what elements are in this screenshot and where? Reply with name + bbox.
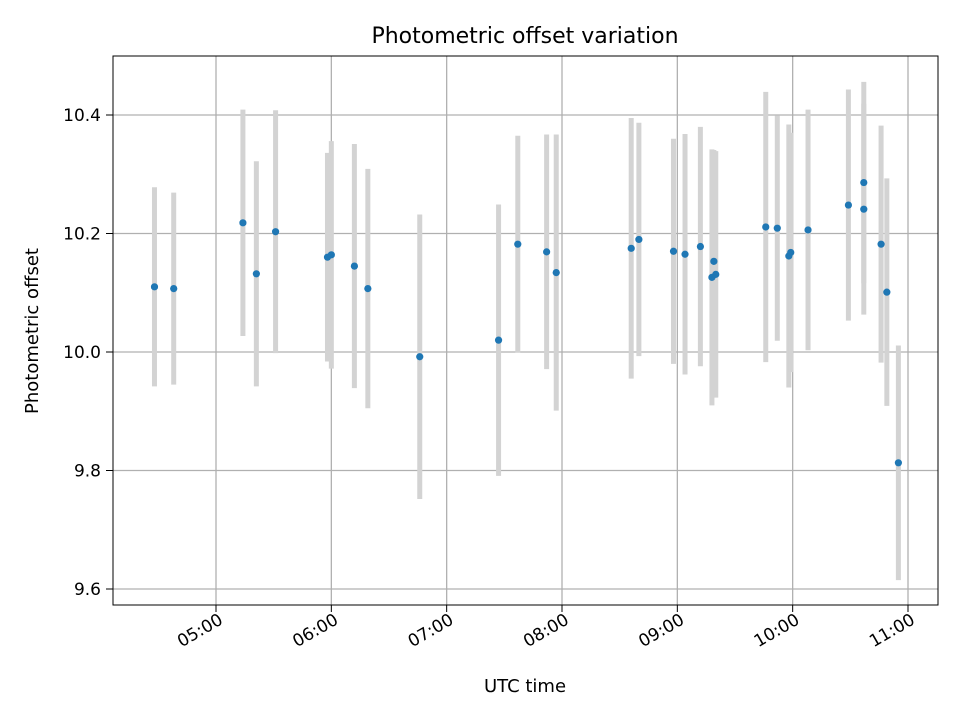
data-point: [762, 223, 770, 231]
data-point: [327, 251, 335, 259]
data-point: [635, 235, 643, 244]
y-tick-label: 10.0: [63, 343, 101, 363]
x-axis-label: UTC time: [484, 676, 566, 697]
data-point: [252, 270, 260, 278]
data-point: [552, 269, 560, 277]
data-point: [860, 178, 868, 187]
data-point: [669, 247, 678, 255]
data-points: [150, 178, 902, 467]
data-point: [543, 248, 551, 256]
data-point: [773, 224, 781, 232]
data-point: [860, 205, 868, 213]
data-point: [710, 257, 718, 265]
plot-area: [113, 56, 938, 605]
y-tick-label: 9.8: [74, 462, 101, 482]
y-axis-ticks: 9.6 9.8 10.0 10.2 10.4: [63, 106, 113, 600]
y-tick-label: 10.4: [63, 106, 101, 126]
data-point: [627, 244, 635, 252]
data-point: [514, 240, 522, 248]
data-point: [712, 270, 720, 278]
data-point: [239, 219, 247, 227]
data-point: [787, 248, 795, 257]
data-point: [804, 226, 812, 234]
data-point: [416, 353, 424, 361]
data-point: [883, 288, 891, 296]
plot-frame: [112, 55, 939, 606]
y-axis-label: Photometric offset: [22, 248, 43, 414]
y-tick-label: 9.6: [74, 580, 101, 600]
data-point: [494, 336, 503, 344]
data-point: [877, 240, 885, 248]
data-point: [681, 250, 689, 258]
data-point: [364, 285, 372, 293]
data-point: [696, 242, 705, 251]
data-point: [150, 283, 159, 291]
data-point: [350, 262, 358, 270]
chart-title: Photometric offset variation: [371, 24, 678, 49]
data-point: [894, 459, 902, 467]
data-point: [271, 228, 280, 236]
data-point: [844, 201, 853, 209]
data-point: [170, 285, 178, 293]
y-tick-label: 10.2: [63, 225, 101, 245]
